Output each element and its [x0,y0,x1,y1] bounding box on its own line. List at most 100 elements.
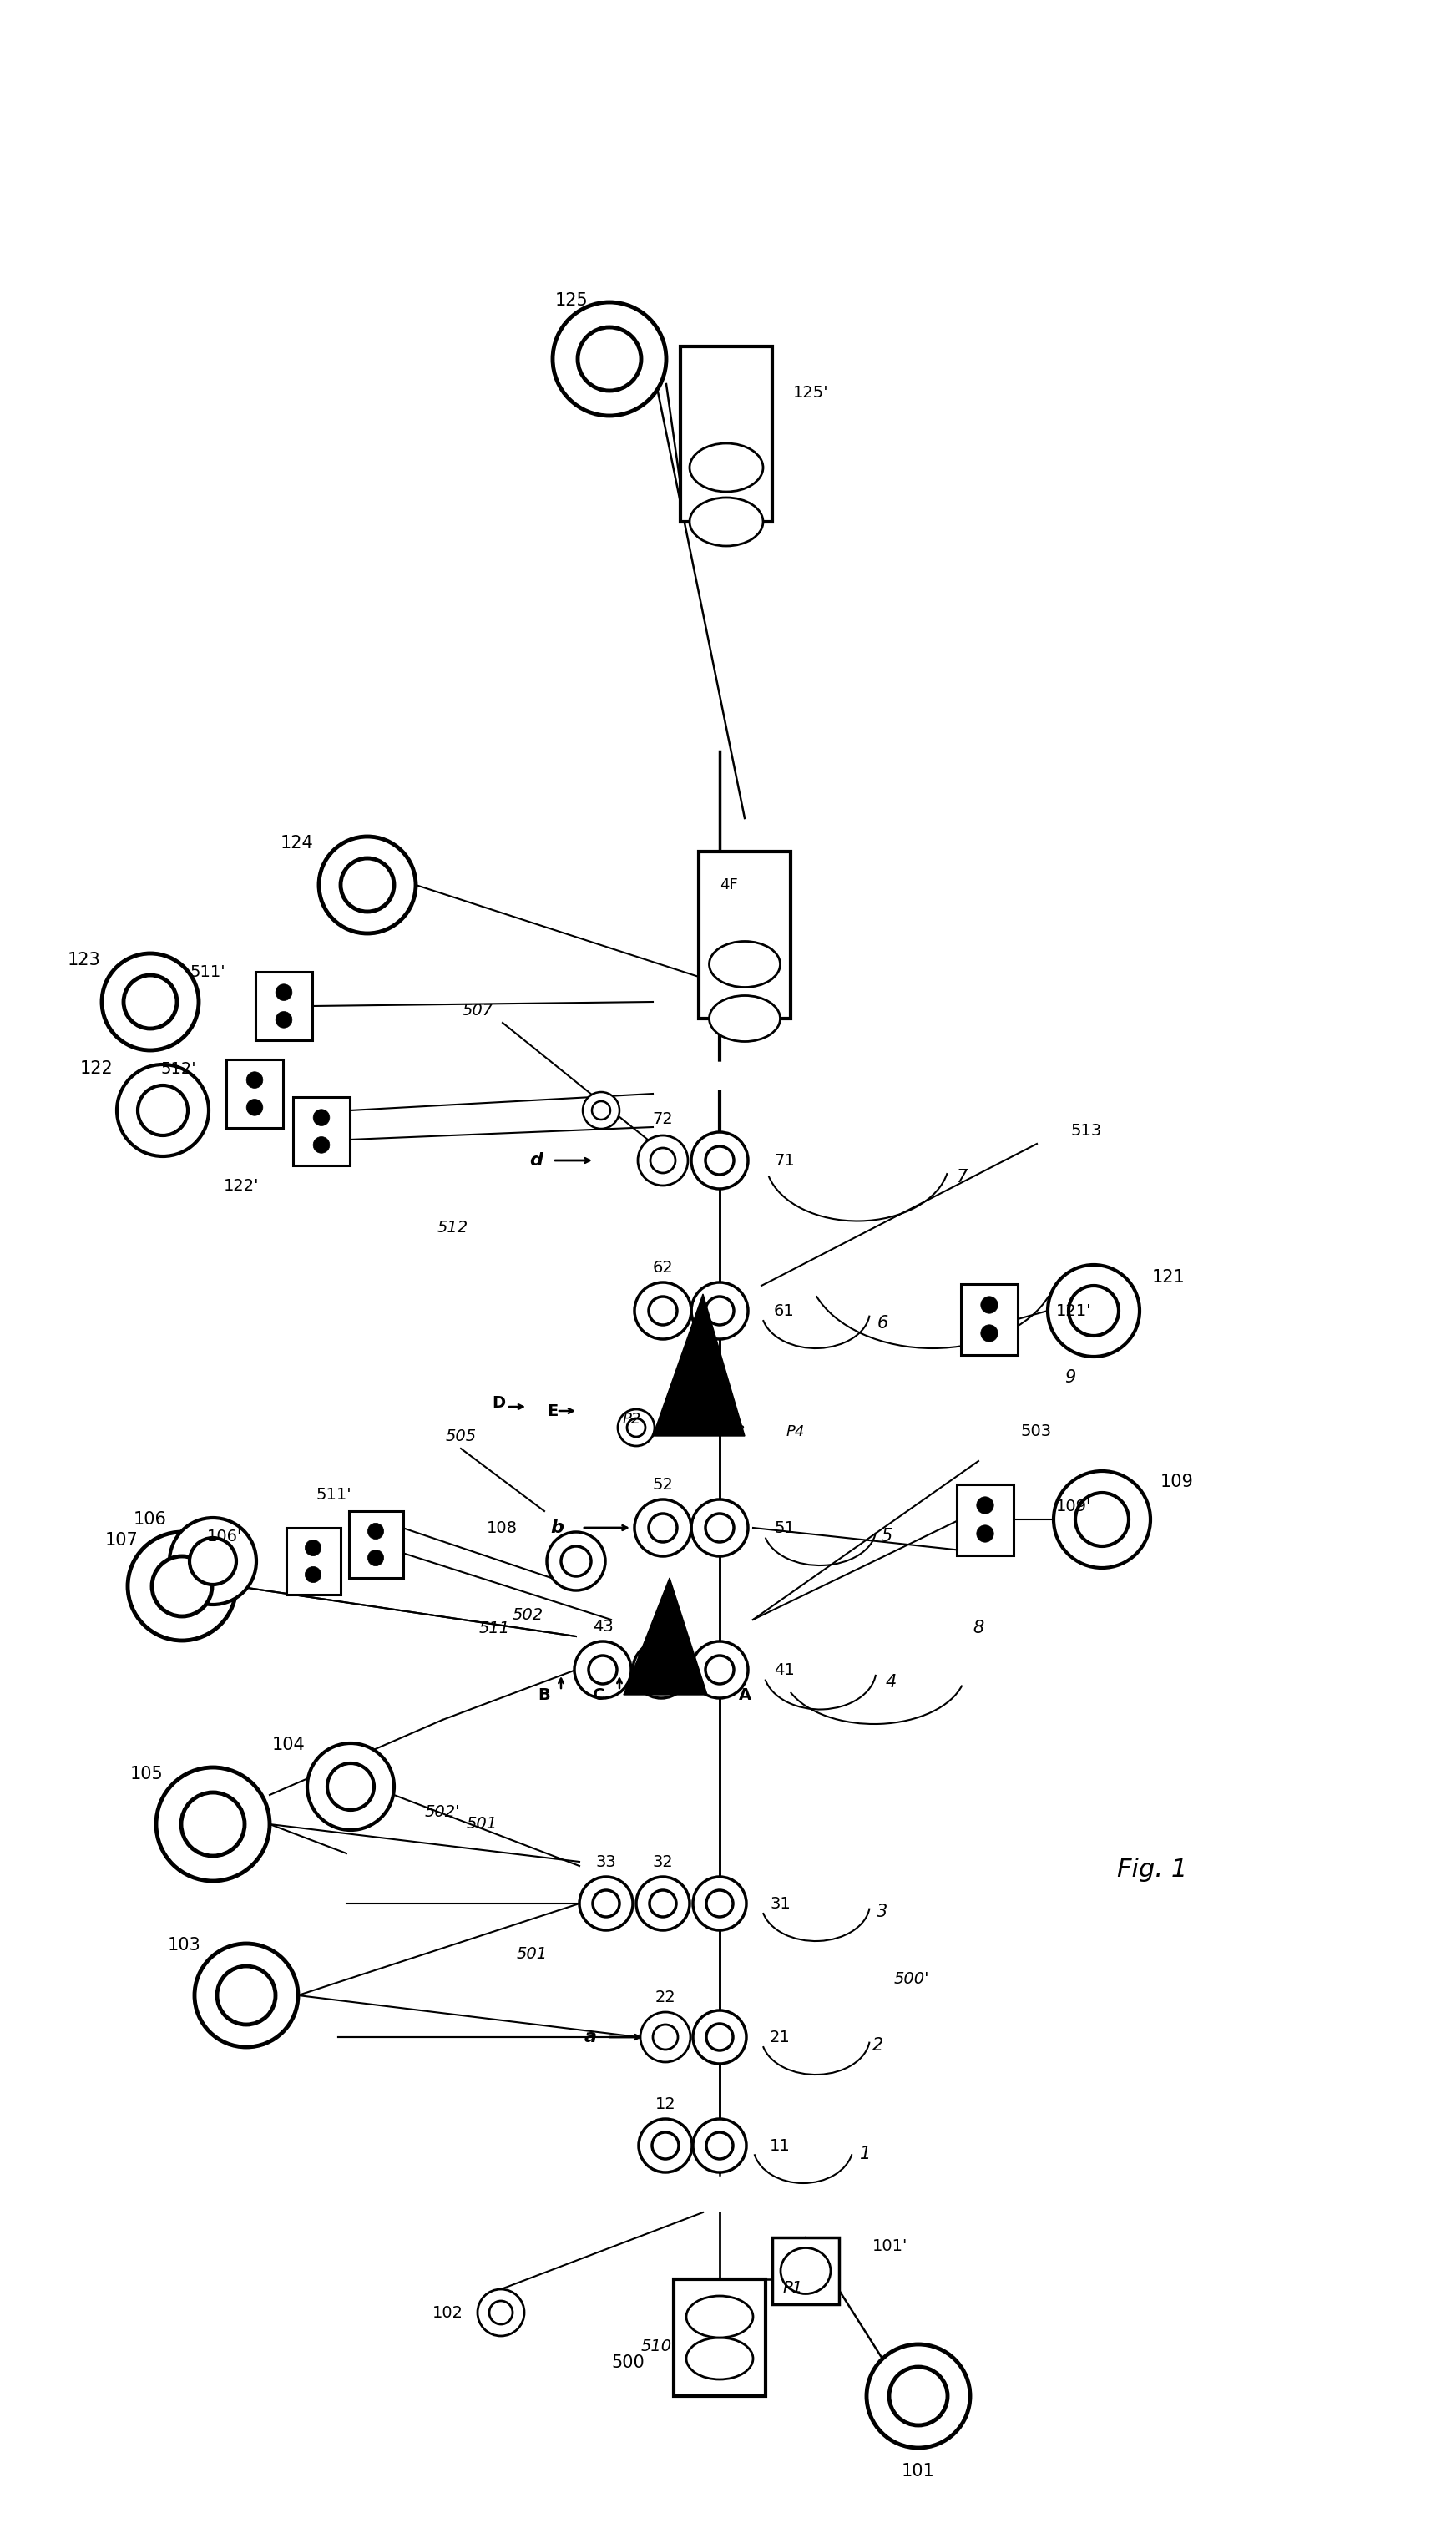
Text: 11: 11 [770,2139,791,2154]
Bar [293,1097,349,1165]
Text: 125': 125' [794,384,828,399]
Circle shape [128,1532,236,1641]
Text: 4: 4 [885,1674,897,1691]
Ellipse shape [690,498,763,546]
Circle shape [319,837,416,933]
Text: 510': 510' [641,2338,676,2354]
Circle shape [706,1891,732,1916]
Text: 122: 122 [80,1059,112,1077]
Circle shape [313,1110,329,1125]
Circle shape [692,1641,748,1699]
Bar [348,1512,403,1577]
Text: 106': 106' [207,1529,242,1545]
Text: 105: 105 [130,1765,163,1782]
Circle shape [275,1011,293,1029]
Circle shape [977,1497,993,1514]
Bar [680,346,772,521]
Circle shape [489,2300,513,2323]
Circle shape [706,2025,732,2050]
Circle shape [553,303,667,415]
Circle shape [217,1967,275,2025]
Text: 21: 21 [770,2030,791,2045]
Polygon shape [623,1577,708,1694]
Circle shape [368,1524,384,1540]
Text: 72: 72 [652,1110,673,1127]
Bar [285,1527,341,1595]
Text: 6: 6 [877,1315,888,1332]
Circle shape [692,1282,748,1340]
Text: P1: P1 [783,2280,804,2295]
Ellipse shape [686,2338,753,2379]
Text: 43: 43 [593,1618,613,1633]
Circle shape [116,1064,208,1155]
Circle shape [706,1514,734,1542]
Text: b: b [550,1519,563,1537]
Circle shape [275,983,293,1001]
Circle shape [633,1641,690,1699]
Ellipse shape [709,940,780,988]
Text: 124: 124 [280,834,313,852]
Text: 505: 505 [446,1428,476,1443]
Circle shape [313,1138,329,1153]
Text: A: A [738,1686,751,1704]
Text: 121: 121 [1152,1269,1185,1287]
Circle shape [547,1532,606,1590]
Text: 3: 3 [877,1904,888,1921]
Text: d: d [530,1153,543,1168]
Circle shape [561,1547,591,1577]
Text: 122': 122' [223,1178,259,1193]
Text: 22: 22 [655,1990,676,2005]
Circle shape [649,1514,677,1542]
Circle shape [246,1072,264,1087]
Ellipse shape [690,442,763,493]
Circle shape [156,1767,269,1881]
Text: 8: 8 [973,1620,984,1636]
Circle shape [151,1557,213,1615]
Circle shape [706,1145,734,1176]
Text: 512: 512 [437,1218,467,1236]
Text: 501: 501 [517,1947,547,1962]
Ellipse shape [780,2247,831,2293]
Text: 62: 62 [652,1259,673,1274]
Polygon shape [652,1294,744,1436]
Text: 31: 31 [770,1896,791,1911]
Circle shape [138,1085,188,1135]
Text: 33: 33 [596,1853,616,1871]
Circle shape [693,2118,747,2172]
Text: 123: 123 [67,951,100,968]
Text: P4: P4 [786,1423,805,1438]
Text: P2: P2 [623,1411,641,1426]
Circle shape [593,1102,610,1120]
Circle shape [306,1567,322,1583]
Text: 502: 502 [513,1608,543,1623]
Circle shape [981,1325,997,1342]
Circle shape [574,1641,630,1699]
Circle shape [1076,1492,1128,1547]
Circle shape [652,2025,678,2050]
Text: 125: 125 [555,293,588,308]
Text: 51: 51 [775,1519,795,1534]
Circle shape [646,1656,676,1684]
Circle shape [635,1499,692,1557]
Circle shape [617,1408,655,1446]
Text: 5: 5 [881,1527,893,1545]
Text: 502': 502' [425,1805,460,1820]
Text: 52: 52 [652,1476,673,1492]
Circle shape [181,1792,245,1856]
Text: 109': 109' [1056,1499,1092,1514]
Circle shape [706,1656,734,1684]
Text: 107: 107 [105,1532,138,1550]
Text: 4F: 4F [719,877,738,892]
Circle shape [692,1499,748,1557]
Circle shape [693,1876,747,1931]
Circle shape [706,1297,734,1325]
Text: 121': 121' [1056,1302,1092,1320]
Text: 500': 500' [894,1972,929,1987]
Circle shape [981,1297,997,1315]
Ellipse shape [686,2295,753,2338]
Text: 1: 1 [860,2146,871,2161]
Circle shape [307,1744,395,1830]
Text: 106: 106 [134,1512,167,1527]
Text: 2: 2 [872,2038,884,2053]
Circle shape [1048,1264,1140,1358]
